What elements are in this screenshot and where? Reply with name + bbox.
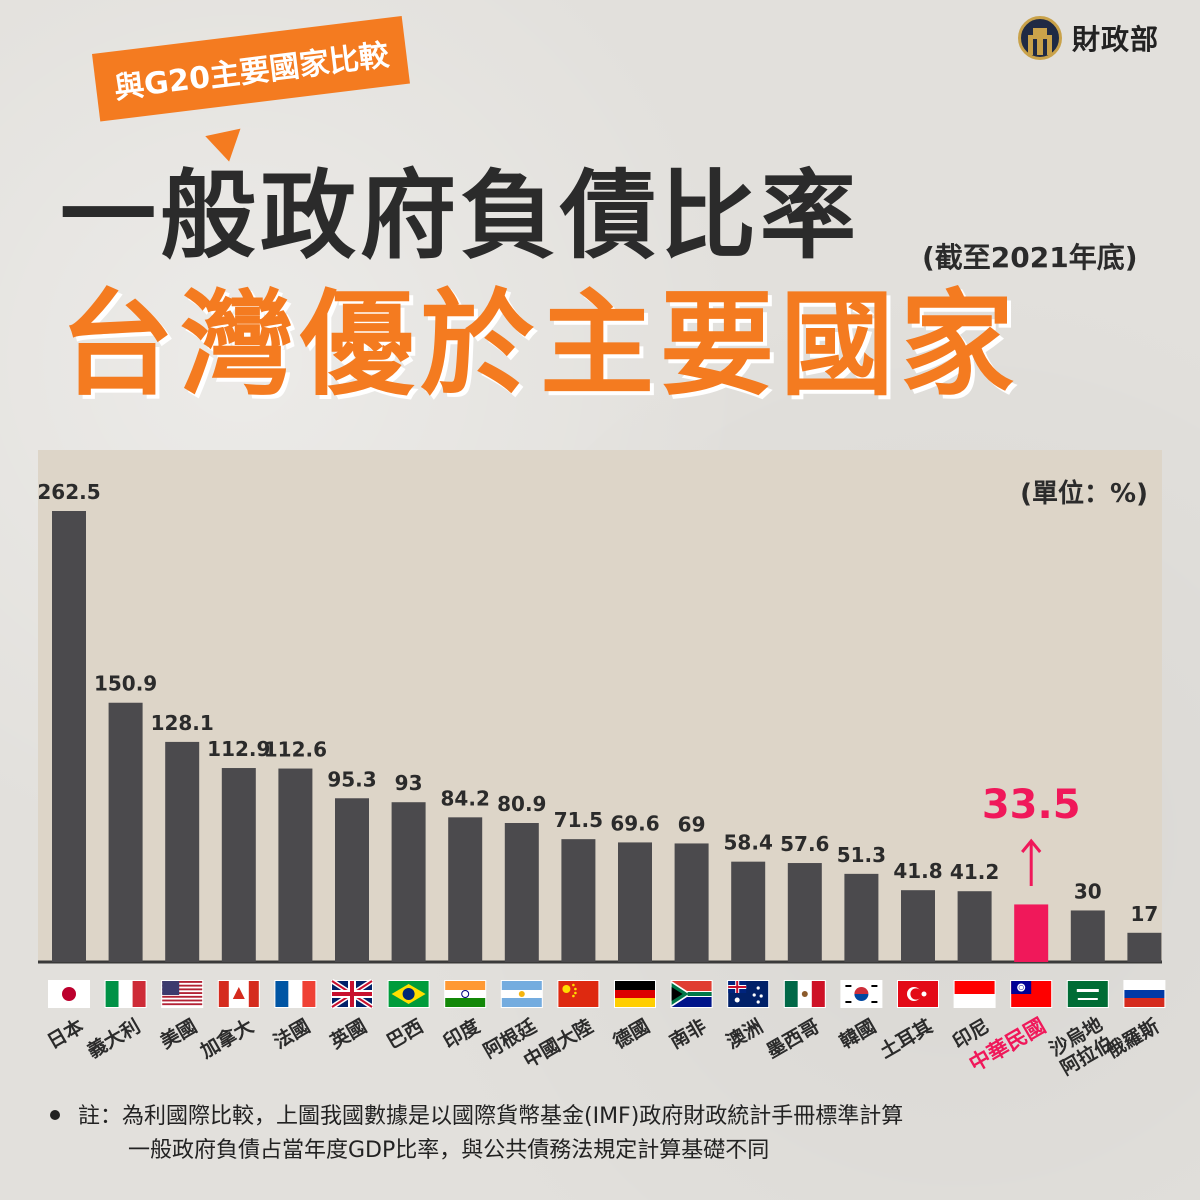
category-label-12: 澳洲 bbox=[722, 1014, 766, 1053]
value-label-18: 30 bbox=[1074, 879, 1102, 903]
category-label-7: 印度 bbox=[439, 1014, 484, 1053]
value-label-8: 80.9 bbox=[497, 792, 546, 816]
bar-19 bbox=[1127, 932, 1162, 962]
category-label-14: 韓國 bbox=[835, 1014, 879, 1053]
ministry-seal-icon bbox=[1018, 16, 1062, 60]
value-label-9: 71.5 bbox=[554, 808, 603, 832]
value-label-1: 150.9 bbox=[94, 672, 157, 696]
france-flag-icon bbox=[274, 980, 317, 1008]
category-label-0: 日本 bbox=[43, 1014, 87, 1053]
value-label-0: 262.5 bbox=[37, 480, 100, 504]
bar-10 bbox=[618, 842, 652, 962]
argentina-flag-icon bbox=[500, 980, 543, 1008]
bar-13 bbox=[787, 863, 822, 962]
footnote-line-2: 一般政府負債占當年度GDP比率，與公共債務法規定計算基礎不同 bbox=[128, 1138, 770, 1163]
headline: 台灣優於主要國家 bbox=[60, 278, 1021, 411]
bar-15 bbox=[901, 890, 935, 962]
category-label-4: 法國 bbox=[269, 1014, 313, 1053]
germany-flag-icon bbox=[614, 980, 656, 1008]
category-label-3: 加拿大 bbox=[196, 1014, 258, 1063]
bar-18 bbox=[1070, 910, 1105, 962]
value-label-4: 112.6 bbox=[264, 738, 327, 762]
bar-11 bbox=[674, 843, 709, 962]
category-label-11: 南非 bbox=[666, 1015, 710, 1053]
value-label-5: 95.3 bbox=[327, 767, 376, 791]
value-label-19: 17 bbox=[1130, 902, 1158, 926]
category-label-6: 巴西 bbox=[383, 1015, 427, 1053]
value-label-11: 69 bbox=[678, 812, 706, 836]
roc-flag-icon bbox=[1010, 980, 1053, 1008]
turkey-flag-icon bbox=[897, 980, 939, 1008]
bar-14 bbox=[844, 873, 879, 962]
value-label-15: 41.8 bbox=[893, 859, 942, 883]
category-label-13: 墨西哥 bbox=[763, 1015, 823, 1063]
footnote-line-1: 註：為利國際比較，上圖我國數據是以國際貨幣基金(IMF)政府財政統計手冊標準計算 bbox=[78, 1104, 904, 1129]
value-label-highlight: 33.5 bbox=[982, 782, 1081, 828]
up-arrow-icon bbox=[1021, 838, 1042, 886]
bar-3 bbox=[221, 768, 256, 962]
china-flag-icon bbox=[557, 980, 600, 1008]
value-label-12: 58.4 bbox=[724, 831, 773, 855]
category-label-15: 土耳其 bbox=[876, 1015, 936, 1063]
bar-9 bbox=[561, 839, 596, 962]
unit-label: (單位：%) bbox=[1020, 478, 1148, 509]
value-label-7: 84.2 bbox=[441, 786, 490, 810]
title-date-note: (截至2021年底) bbox=[922, 241, 1138, 274]
mexico-flag-icon bbox=[783, 980, 826, 1008]
south-africa-flag-icon bbox=[670, 980, 713, 1008]
bullet-icon bbox=[50, 1110, 60, 1120]
brazil-flag-icon bbox=[387, 980, 430, 1008]
japan-flag-icon bbox=[48, 980, 90, 1008]
value-label-2: 128.1 bbox=[151, 711, 214, 735]
canada-flag-icon bbox=[217, 980, 260, 1008]
category-label-19: 俄羅斯 bbox=[1101, 1014, 1163, 1063]
korea-flag-icon bbox=[840, 980, 883, 1008]
australia-flag-icon bbox=[727, 980, 770, 1008]
value-label-10: 69.6 bbox=[610, 811, 659, 835]
brand-name: 財政部 bbox=[1072, 23, 1160, 56]
bar-0 bbox=[52, 511, 86, 962]
category-label-1: 義大利 bbox=[83, 1014, 144, 1062]
usa-flag-icon bbox=[161, 980, 204, 1008]
bar-12 bbox=[731, 861, 766, 962]
bar-6 bbox=[391, 802, 426, 962]
bar-17 bbox=[1014, 904, 1049, 962]
italy-flag-icon bbox=[104, 980, 147, 1008]
page-title: 一般政府負債比率 bbox=[60, 160, 860, 272]
bar-2 bbox=[165, 741, 200, 962]
value-label-3: 112.9 bbox=[207, 737, 270, 761]
uk-flag-icon bbox=[330, 978, 374, 1010]
value-label-13: 57.6 bbox=[780, 832, 829, 856]
value-label-16: 41.2 bbox=[950, 860, 999, 884]
india-flag-icon bbox=[444, 980, 487, 1008]
category-label-2: 美國 bbox=[156, 1014, 200, 1053]
bar-1 bbox=[108, 702, 143, 962]
bar-5 bbox=[335, 798, 369, 962]
bar-4 bbox=[278, 768, 313, 962]
indonesia-flag-icon bbox=[953, 980, 996, 1008]
brand-logo: 財政部 bbox=[1018, 16, 1159, 60]
russia-flag-icon bbox=[1123, 980, 1166, 1008]
footnote: 註：為利國際比較，上圖我國數據是以國際貨幣基金(IMF)政府財政統計手冊標準計算… bbox=[50, 1100, 903, 1168]
value-label-14: 51.3 bbox=[837, 843, 886, 867]
category-label-10: 德國 bbox=[609, 1014, 653, 1053]
saudi-arabia-flag-icon bbox=[1066, 980, 1109, 1008]
bar-16 bbox=[957, 891, 992, 962]
value-label-6: 93 bbox=[395, 771, 423, 795]
category-label-5: 英國 bbox=[326, 1014, 370, 1053]
bar-chart: (單位：%) 262.5 日本 150.9 義大利 128.1 美國 112.9 加拿大 112… bbox=[37, 478, 1166, 1080]
bar-7 bbox=[448, 817, 483, 962]
bar-8 bbox=[504, 823, 539, 962]
